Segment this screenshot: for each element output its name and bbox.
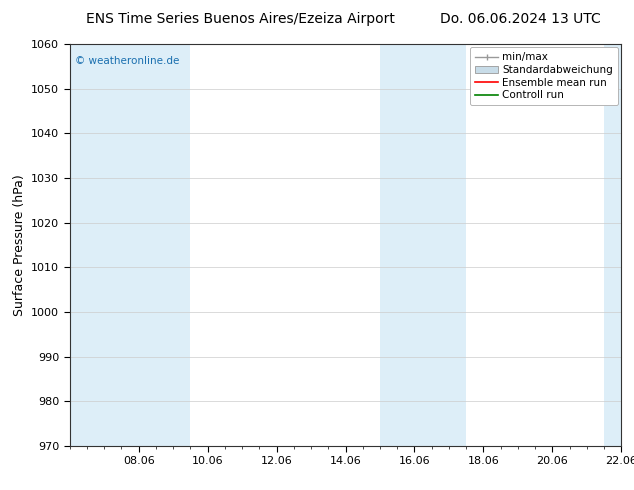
Bar	[70, 44, 190, 446]
Legend: min/max, Standardabweichung, Ensemble mean run, Controll run: min/max, Standardabweichung, Ensemble me…	[470, 47, 618, 105]
Bar	[380, 44, 466, 446]
Bar	[604, 44, 621, 446]
Text: ENS Time Series Buenos Aires/Ezeiza Airport: ENS Time Series Buenos Aires/Ezeiza Airp…	[86, 12, 396, 26]
Text: © weatheronline.de: © weatheronline.de	[75, 56, 179, 66]
Text: Do. 06.06.2024 13 UTC: Do. 06.06.2024 13 UTC	[439, 12, 600, 26]
Y-axis label: Surface Pressure (hPa): Surface Pressure (hPa)	[13, 174, 25, 316]
